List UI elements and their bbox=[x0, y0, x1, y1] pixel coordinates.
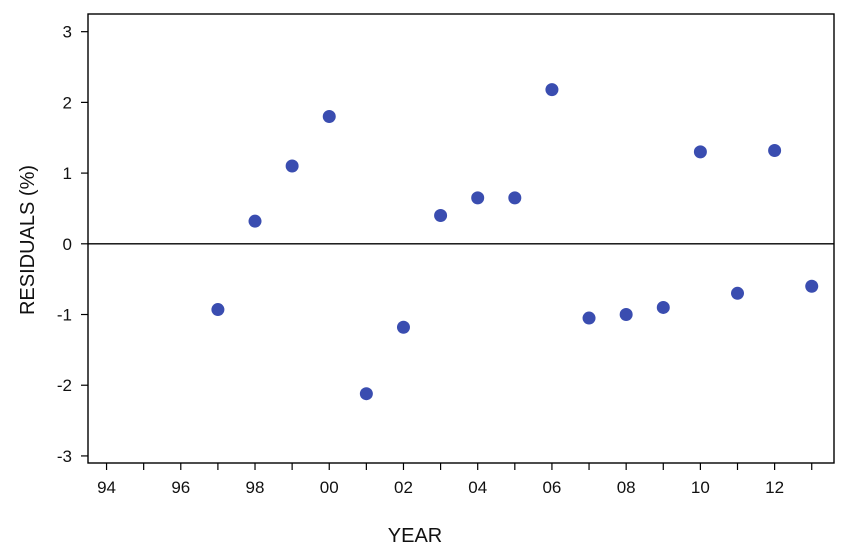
x-tick-label: 02 bbox=[394, 478, 413, 497]
y-tick-label: 3 bbox=[63, 23, 72, 42]
x-axis-title: YEAR bbox=[388, 525, 442, 547]
data-point bbox=[656, 300, 670, 314]
data-point bbox=[471, 191, 485, 205]
data-point bbox=[545, 83, 559, 97]
data-point bbox=[768, 143, 782, 157]
data-point bbox=[396, 320, 410, 334]
y-tick-label: -2 bbox=[57, 376, 72, 395]
data-point bbox=[805, 279, 819, 293]
y-tick-label: 0 bbox=[63, 235, 72, 254]
data-point bbox=[285, 159, 299, 173]
x-tick-label: 96 bbox=[171, 478, 190, 497]
data-point bbox=[619, 308, 633, 322]
data-point bbox=[248, 214, 262, 228]
x-tick-label: 04 bbox=[468, 478, 487, 497]
x-tick-label: 98 bbox=[246, 478, 265, 497]
y-tick-label: -1 bbox=[57, 306, 72, 325]
data-point bbox=[508, 191, 522, 205]
x-tick-label: 10 bbox=[691, 478, 710, 497]
data-point bbox=[322, 110, 336, 124]
data-point bbox=[693, 145, 707, 159]
y-tick-label: 2 bbox=[63, 93, 72, 112]
data-point bbox=[359, 387, 373, 401]
x-tick-label: 00 bbox=[320, 478, 339, 497]
data-point bbox=[434, 209, 448, 223]
x-tick-label: 06 bbox=[542, 478, 561, 497]
data-point bbox=[211, 303, 225, 317]
y-tick-label: -3 bbox=[57, 447, 72, 466]
x-tick-label: 94 bbox=[97, 478, 116, 497]
y-tick-label: 1 bbox=[63, 164, 72, 183]
x-tick-label: 12 bbox=[765, 478, 784, 497]
y-axis-title: RESIDUALS (%) bbox=[17, 165, 39, 315]
data-point bbox=[731, 286, 745, 300]
x-tick-label: 08 bbox=[617, 478, 636, 497]
plot-frame bbox=[87, 13, 835, 464]
data-point bbox=[582, 311, 596, 325]
